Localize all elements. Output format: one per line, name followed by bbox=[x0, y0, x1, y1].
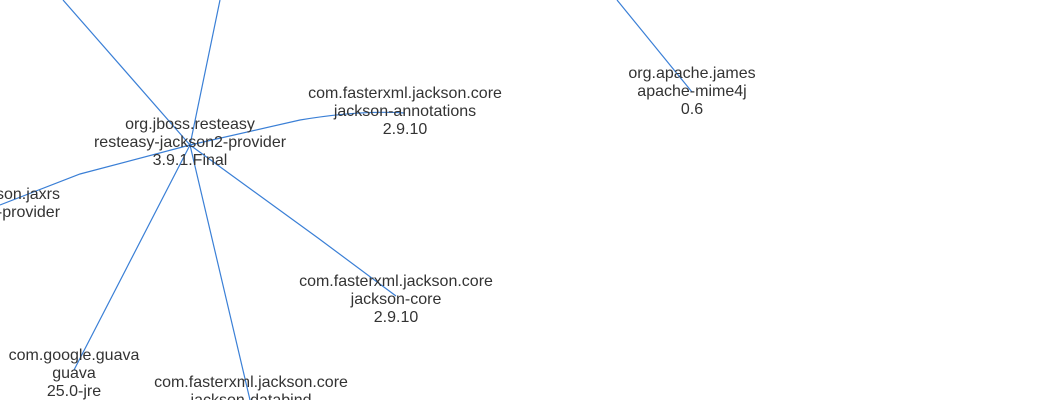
node-apache-mime4j[interactable]: org.apache.james apache-mime4j 0.6 bbox=[628, 65, 755, 119]
node-artifact: apache-mime4j bbox=[628, 83, 755, 101]
node-resteasy-jackson2-provider[interactable]: org.jboss.resteasy resteasy-jackson2-pro… bbox=[94, 116, 286, 170]
node-artifact: jackson-databind bbox=[154, 392, 348, 400]
node-version: 3.9.1.Final bbox=[94, 152, 286, 170]
node-artifact: jackson-core bbox=[299, 291, 493, 309]
node-group: org.apache.james bbox=[628, 65, 755, 83]
node-jackson-core[interactable]: com.fasterxml.jackson.core jackson-core … bbox=[299, 273, 493, 327]
node-jackson-annotations[interactable]: com.fasterxml.jackson.core jackson-annot… bbox=[308, 85, 502, 139]
node-group: com.fasterxml.jackson.core bbox=[299, 273, 493, 291]
node-version: 25.0-jre bbox=[9, 383, 140, 400]
node-guava[interactable]: com.google.guava guava 25.0-jre bbox=[9, 347, 140, 400]
node-version: 0.6 bbox=[628, 101, 755, 119]
node-artifact: guava bbox=[9, 365, 140, 383]
node-version: 2.9.10 bbox=[308, 121, 502, 139]
node-jackson-jaxrs-provider[interactable]: ckson.jaxrs n-provider bbox=[0, 186, 60, 222]
node-group: com.google.guava bbox=[9, 347, 140, 365]
node-artifact: jackson-annotations bbox=[308, 103, 502, 121]
node-version: 2.9.10 bbox=[299, 309, 493, 327]
edge-resteasy-to-databind bbox=[190, 145, 250, 400]
node-artifact: resteasy-jackson2-provider bbox=[94, 134, 286, 152]
edge-resteasy-to-guava bbox=[74, 145, 190, 370]
node-group: com.fasterxml.jackson.core bbox=[308, 85, 502, 103]
node-group: org.jboss.resteasy bbox=[94, 116, 286, 134]
node-group: ckson.jaxrs bbox=[0, 186, 60, 204]
node-jackson-databind[interactable]: com.fasterxml.jackson.core jackson-datab… bbox=[154, 374, 348, 400]
node-artifact: n-provider bbox=[0, 204, 60, 222]
node-group: com.fasterxml.jackson.core bbox=[154, 374, 348, 392]
